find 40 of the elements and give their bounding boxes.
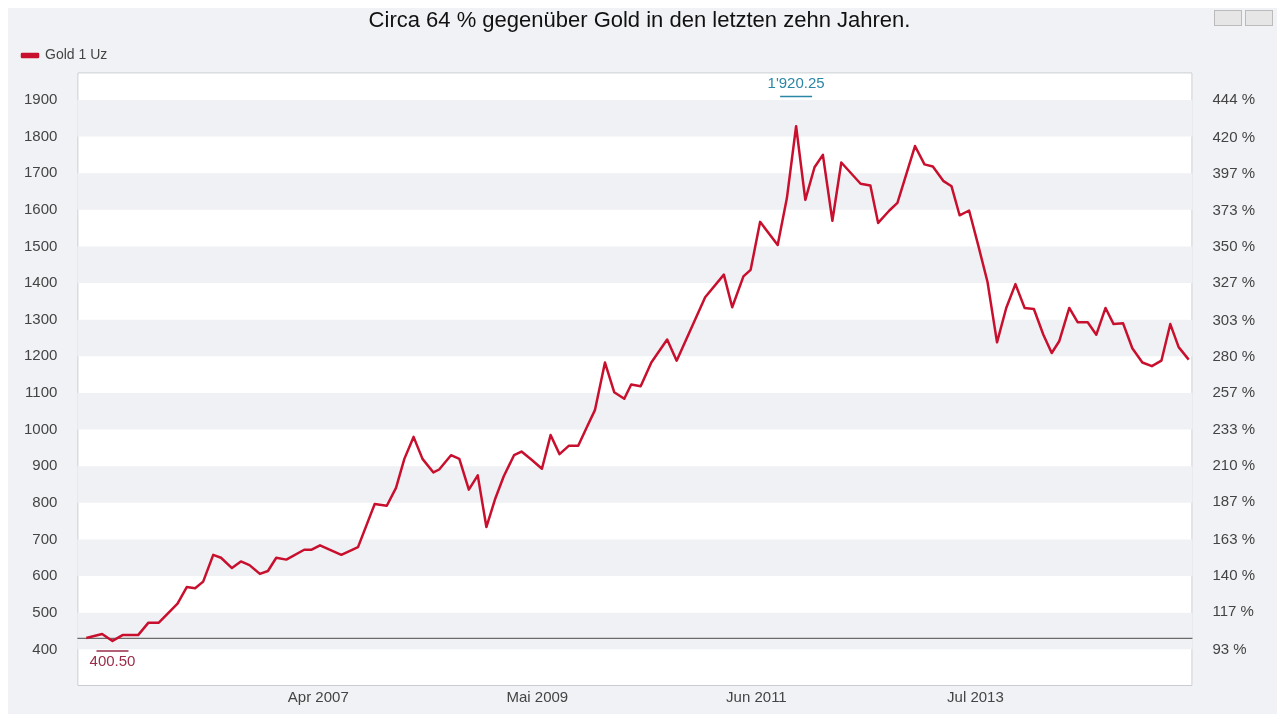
y-tick-label: 1800 [23, 126, 58, 144]
y-tick-label: 1700 [23, 163, 58, 181]
y-tick-label: 1600 [23, 199, 58, 217]
y2-tick-label: 444 % [1212, 90, 1256, 108]
y2-tick-label: 187 % [1212, 492, 1256, 510]
y2-tick-label: 280 % [1212, 346, 1256, 364]
y-tick-label: 1400 [23, 273, 58, 291]
y2-tick-label: 327 % [1212, 273, 1256, 291]
y2-tick-label: 233 % [1212, 420, 1256, 438]
y-tick-label: 1000 [23, 419, 58, 437]
x-tick-label: Jul 2013 [947, 688, 1004, 706]
y2-tick-label: 93 % [1212, 639, 1247, 657]
y-tick-label: 400 [32, 639, 58, 657]
annotation: 1'920.25 [767, 74, 825, 92]
y-tick-label: 800 [32, 492, 58, 510]
y-tick-label: 900 [32, 456, 58, 474]
x-tick-label: Jun 2011 [726, 688, 787, 706]
y-tick-label: 700 [32, 529, 58, 547]
y2-tick-label: 303 % [1212, 310, 1256, 328]
y-tick-label: 1100 [25, 383, 58, 401]
y-tick-label: 600 [32, 566, 58, 584]
x-tick-label: Apr 2007 [287, 688, 349, 706]
y2-tick-label: 117 % [1212, 601, 1254, 619]
y-tick-label: 1300 [23, 309, 58, 327]
y2-tick-label: 163 % [1212, 529, 1256, 547]
y2-tick-label: 397 % [1212, 163, 1256, 181]
y2-tick-label: 257 % [1212, 382, 1256, 400]
y2-tick-label: 420 % [1212, 127, 1256, 145]
legend-label: Gold 1 Uz [45, 46, 108, 63]
y2-tick-label: 373 % [1212, 201, 1256, 219]
chart-title: Circa 64 % gegenüber Gold in den letzten zehn Jahren. [368, 7, 911, 33]
y2-tick-label: 350 % [1212, 237, 1256, 255]
annotation: 400.50 [89, 651, 136, 669]
x-tick-label: Mai 2009 [506, 688, 569, 706]
y2-tick-label: 140 % [1212, 565, 1256, 583]
y-tick-label: 500 [32, 602, 58, 620]
y-tick-label: 1200 [23, 346, 58, 364]
y-tick-label: 1900 [23, 90, 58, 108]
y-tick-label: 1500 [23, 236, 58, 254]
y2-tick-label: 210 % [1212, 456, 1256, 474]
